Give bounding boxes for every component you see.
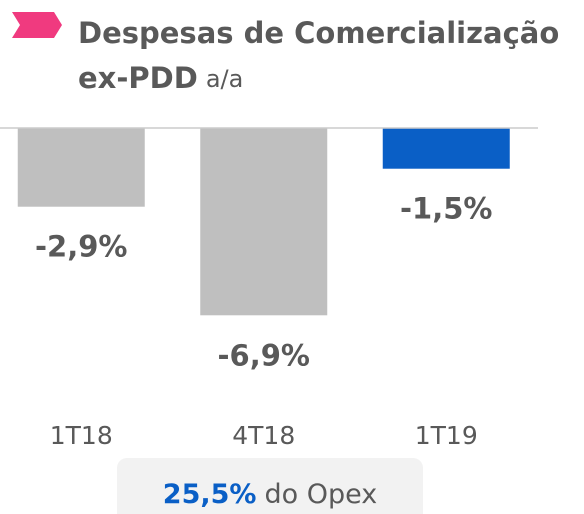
unit-label: a/a: [206, 65, 244, 93]
chart-title: Despesas de Comercialização: [78, 16, 559, 50]
annotation-highlight: 25,5%: [163, 479, 257, 510]
x-tick-label: 1T19: [415, 421, 478, 450]
bar: [17, 128, 145, 207]
title-marker: [12, 12, 62, 38]
chart-subtitle: ex-PDD a/a: [78, 61, 243, 95]
data-label: -6,9%: [218, 338, 310, 372]
x-tick-label: 4T18: [232, 421, 295, 450]
x-tick-label: 1T18: [50, 421, 113, 450]
data-label: -2,9%: [35, 230, 127, 264]
bar: [382, 128, 510, 169]
annotation: 25,5% do Opex: [163, 479, 377, 510]
annotation-text: do Opex: [264, 479, 377, 510]
bar: [200, 128, 328, 316]
annotation-box: [117, 458, 423, 514]
data-label: -1,5%: [400, 192, 492, 226]
subtitle: ex-PDD: [78, 61, 198, 95]
